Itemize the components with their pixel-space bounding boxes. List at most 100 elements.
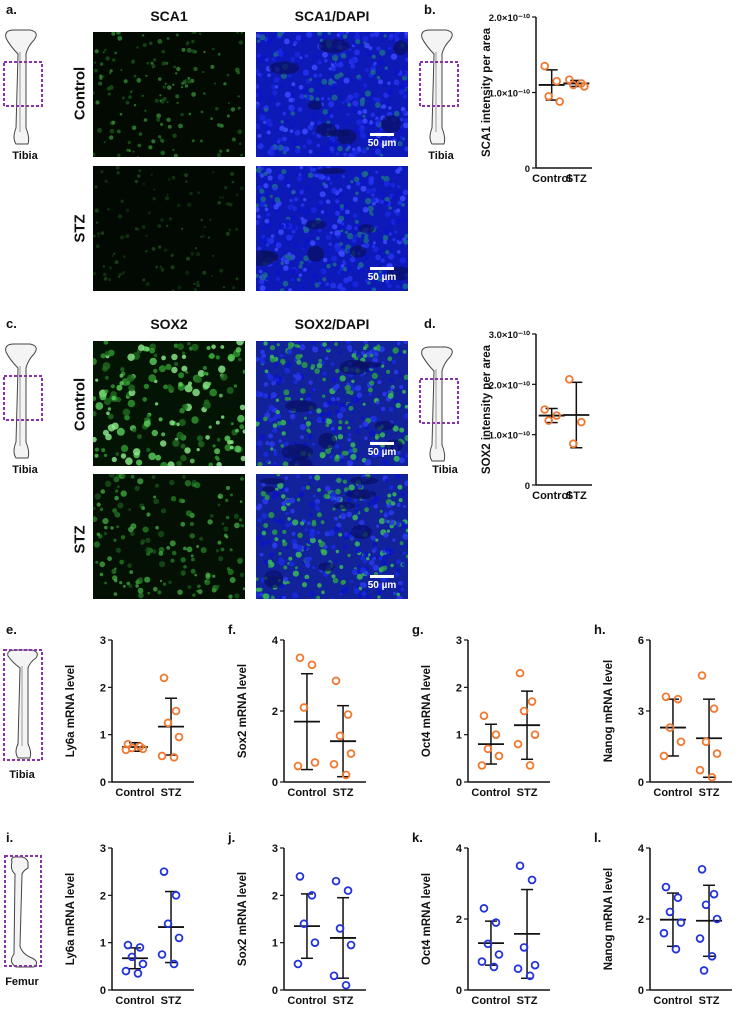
data-point	[701, 900, 711, 910]
data-point	[707, 772, 717, 782]
data-point	[121, 745, 131, 755]
panel-label-a: a.	[6, 2, 17, 17]
data-point	[697, 671, 707, 680]
y-tick-label: 0	[638, 985, 644, 997]
data-point	[163, 919, 173, 929]
y-tick-label: 4	[638, 843, 645, 855]
col-title-sca1: SCA1	[150, 8, 188, 24]
y-tick-label: 0	[525, 481, 530, 492]
y-tick-label: 2	[456, 682, 462, 694]
tibia-diagram-e	[2, 648, 46, 769]
y-tick-label: 2	[100, 890, 106, 902]
data-point	[661, 692, 671, 702]
micrograph-sox2-dapi-stz: 50 µm	[256, 474, 408, 599]
micrograph-sca1-control	[93, 32, 245, 157]
data-point	[580, 82, 589, 91]
data-point	[307, 660, 317, 670]
data-point	[665, 907, 675, 917]
y-tick-label: 2	[272, 890, 278, 902]
region-box	[419, 378, 459, 424]
y-tick-label: 1.0×10⁻¹⁰	[489, 89, 530, 100]
data-point	[569, 80, 578, 90]
y-tick-label: 2	[456, 914, 462, 926]
x-tick-label: Control	[115, 995, 154, 1007]
x-tick-label: Control	[653, 787, 692, 799]
chart-g: 0 1 2 3 Control STZ Oct4 mRNA level	[421, 635, 550, 799]
data-point	[346, 749, 356, 758]
cell-texture	[93, 32, 243, 157]
data-point	[494, 950, 504, 959]
data-point	[169, 959, 179, 969]
panel-label-g: g.	[412, 622, 424, 637]
data-point	[171, 706, 181, 716]
data-point	[555, 97, 564, 106]
x-tick-label: Control	[653, 995, 692, 1007]
chart-f: 0 2 4 Control STZ Sox2 mRNA level	[237, 635, 366, 799]
y-axis-label: Sox2 mRNA level	[237, 872, 249, 966]
data-point	[695, 765, 705, 775]
y-axis-label: Ly6a mRNA level	[65, 873, 77, 965]
data-point	[121, 966, 131, 976]
y-tick-label: 2.0×10⁻¹⁰	[489, 13, 530, 24]
bone-shape	[5, 343, 37, 459]
data-point	[138, 959, 148, 969]
data-point	[331, 676, 341, 686]
data-point	[665, 723, 675, 732]
bone-shape	[421, 346, 453, 462]
data-point	[525, 761, 535, 770]
chart-j: 0 1 2 3 Control STZ Sox2 mRNA level	[237, 843, 366, 1007]
data-point	[671, 944, 681, 954]
data-point	[483, 939, 493, 949]
bone-label-c: Tibia	[12, 464, 38, 476]
panel-label-l: l.	[594, 830, 602, 845]
data-point	[174, 732, 184, 742]
data-point	[310, 938, 320, 947]
bone-shape	[421, 29, 453, 145]
x-tick-label: STZ	[699, 995, 720, 1007]
micrograph-sox2-dapi-control: 50 µm	[256, 341, 408, 466]
data-point	[544, 91, 553, 101]
y-tick-label: 6	[638, 635, 644, 647]
data-point	[494, 751, 504, 761]
y-tick-label: 2.0×10⁻¹⁰	[489, 380, 530, 391]
data-point	[544, 416, 553, 425]
data-point	[695, 934, 705, 943]
y-tick-label: 2	[638, 914, 644, 926]
x-tick-label: STZ	[333, 787, 354, 799]
data-point	[123, 940, 133, 950]
data-point	[171, 891, 181, 900]
y-tick-label: 1.0×10⁻¹⁰	[489, 431, 530, 442]
data-point	[341, 980, 351, 990]
bone-label-b: Tibia	[428, 150, 454, 162]
panel-label-e: e.	[6, 622, 17, 637]
panel-label-j: j.	[228, 830, 236, 845]
data-point	[519, 943, 529, 952]
scale-bar: 50 µm	[362, 267, 402, 283]
data-point	[707, 951, 717, 961]
data-point	[331, 876, 341, 886]
data-point	[565, 75, 574, 84]
data-point	[709, 704, 719, 713]
data-point	[515, 861, 525, 871]
chart-k: 0 2 4 Control STZ Oct4 mRNA level	[421, 843, 550, 1007]
y-axis-label: Oct4 mRNA level	[421, 665, 433, 757]
x-tick-label: Control	[471, 995, 510, 1007]
tibia-diagram-c	[2, 342, 52, 467]
scale-bar: 50 µm	[362, 442, 402, 458]
cell-texture	[93, 166, 244, 291]
tibia-diagram-b	[418, 28, 468, 153]
data-point	[709, 889, 719, 899]
y-tick-label: 4	[456, 843, 463, 855]
micrograph-sox2-control	[93, 341, 245, 466]
cell-texture	[93, 474, 245, 599]
row-label-stz-a: STZ	[71, 214, 89, 243]
col-title-sox2-dapi: SOX2/DAPI	[294, 316, 370, 332]
data-point	[701, 737, 711, 747]
data-point	[712, 914, 722, 924]
data-point	[659, 928, 669, 938]
row-label-control-a: Control	[71, 66, 89, 121]
data-point	[483, 744, 493, 754]
data-point	[329, 759, 339, 769]
data-point	[530, 960, 540, 970]
data-point	[346, 940, 356, 950]
